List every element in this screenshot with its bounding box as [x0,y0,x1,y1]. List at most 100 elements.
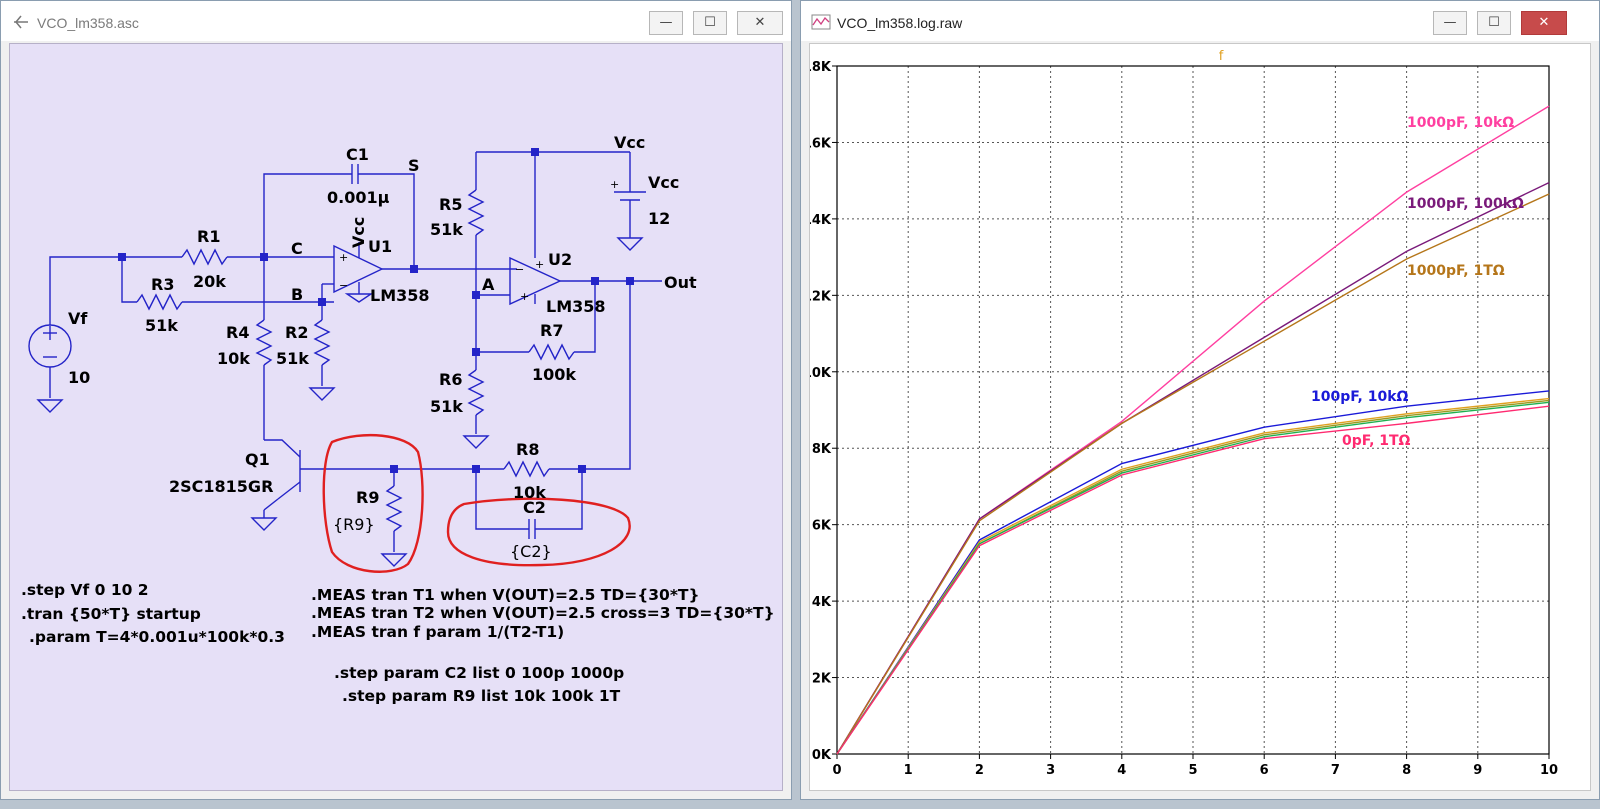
svg-text:+: + [339,251,348,264]
x-tick-label: 6 [1260,763,1269,778]
x-tick-label: 10 [1540,763,1558,778]
c2-label: C2 [523,498,546,517]
window-title: VCO_lm358.asc [37,15,139,31]
c2-value: {C2} [510,542,552,561]
vf-value: 10 [68,368,90,387]
directive-tran: .tran {50*T} startup [21,605,201,623]
plot-pane[interactable]: 0 1 2 3 4 5 6 7 8 9 10 0K 2K 4K 6K 8K 10K 12K 14K 16K 18K f 10… [803,43,1591,791]
x-tick-label: 1 [904,763,913,778]
series-line [836,390,1550,755]
series-line [836,405,1550,755]
directive-step-c2: .step param C2 list 0 100p 1000p [334,664,624,682]
vf-label: Vf [68,309,88,328]
series-line [836,193,1550,755]
r2-label: R2 [285,323,308,342]
minimize-button[interactable]: — [1433,11,1467,35]
u1-part: LM358 [370,286,430,305]
window-title: VCO_lm358.log.raw [837,15,963,31]
x-tick-label: 0 [832,763,841,778]
u1-vcc-label: Vcc [349,217,368,248]
x-tick-label: 9 [1473,763,1482,778]
directive-param-t: .param T=4*0.001u*100k*0.3 [29,628,285,646]
wires [28,151,662,552]
svg-text:+: + [535,258,544,271]
out-label: Out [664,273,697,292]
r3-value: 51k [145,316,178,335]
schematic-titlebar[interactable]: VCO_lm358.asc — ☐ ✕ [1,1,791,41]
directive-meas-f: .MEAS tran f param 1/(T2-T1) [311,623,564,641]
c1-value: 0.001µ [327,188,390,207]
y-tick-label: 12K [810,289,832,304]
x-tick-label: 3 [1046,763,1055,778]
vcc-supply-label: Vcc [648,173,679,192]
schematic-app-icon [14,15,28,29]
directive-step-vf: .step Vf 0 10 2 [21,581,149,599]
x-tick-label: 7 [1331,763,1340,778]
y-tick-label: 6K [812,519,832,534]
x-tick-label: 8 [1402,763,1411,778]
r4-value: 10k [217,349,250,368]
r6-label: R6 [439,370,462,389]
series-line [836,397,1550,755]
r9-label: R9 [356,488,379,507]
junction-dots [118,148,634,473]
c2-highlight [446,497,631,567]
maximize-button[interactable]: ☐ [693,11,727,35]
series-line [836,181,1550,755]
schematic-canvas[interactable]: + − − + + + C1 0.001µ S Vcc Vcc 12 Vcc U1 … [9,43,783,791]
r2-value: 51k [276,349,309,368]
svg-text:−: − [515,263,524,276]
svg-text:−: − [339,279,348,292]
svg-text:+: + [520,290,529,303]
r9-highlight [322,433,424,573]
r3-label: R3 [151,275,174,294]
directive-meas-t2: .MEAS tran T2 when V(OUT)=2.5 cross=3 TD… [311,604,775,622]
series-label: 100pF, 10kΩ [1311,389,1409,405]
series-label: 1000pF, 10kΩ [1407,115,1514,131]
r7-label: R7 [540,321,563,340]
spice-directives: .step Vf 0 10 2 .tran {50*T} startup .pa… [21,581,775,705]
node-c: C [291,239,303,258]
schematic-drawing: +− − + + + C1 0.001µ S Vcc Vcc 12 Vcc U1 … [21,133,775,705]
ground-symbols [36,237,644,567]
q1-label: Q1 [245,450,270,469]
vcc-rail-label: Vcc [614,133,645,152]
maximize-button[interactable]: ☐ [1477,11,1511,35]
series-label: 1000pF, 100kΩ [1407,196,1524,212]
r5-label: R5 [439,195,462,214]
r5-value: 51k [430,220,463,239]
x-tick-label: 5 [1188,763,1197,778]
series-label: 1000pF, 1TΩ [1407,263,1505,279]
directive-step-r9: .step param R9 list 10k 100k 1T [342,687,621,705]
series-label: 0pF, 1TΩ [1342,433,1411,449]
y-tick-label: 0K [812,748,832,763]
r4-label: R4 [226,323,249,342]
schematic-window: VCO_lm358.asc — ☐ ✕ [0,0,792,800]
y-tick-label: 8K [812,442,832,457]
vcc-supply-value: 12 [648,209,670,228]
x-tick-label: 2 [975,763,984,778]
close-button[interactable]: ✕ [1521,11,1567,35]
plot-titlebar[interactable]: VCO_lm358.log.raw — ☐ ✕ [801,1,1599,41]
u2-part: LM358 [546,297,606,316]
waveform-icon [811,14,831,30]
y-tick-label: 16K [810,136,832,151]
r1-label: R1 [197,227,220,246]
node-a: A [482,275,495,294]
r9-value: {R9} [333,515,375,534]
close-button[interactable]: ✕ [737,11,783,35]
node-b: B [291,285,303,304]
series-line [836,401,1550,755]
minimize-button[interactable]: — [649,11,683,35]
highlight-marks [322,433,631,573]
r1-value: 20k [193,272,226,291]
q1-part: 2SC1815GR [169,477,273,496]
directive-meas-t1: .MEAS tran T1 when V(OUT)=2.5 TD={30*T} [311,586,700,604]
r8-value: 10k [513,483,546,502]
r8-label: R8 [516,440,539,459]
y-tick-label: 2K [812,672,832,687]
node-s: S [408,156,420,175]
plot-window: VCO_lm358.log.raw — ☐ ✕ 0 1 2 3 4 5 6 7 8 9 10 0K 2K… [800,0,1600,800]
c1-label: C1 [346,145,369,164]
y-tick-label: 4K [812,595,832,610]
